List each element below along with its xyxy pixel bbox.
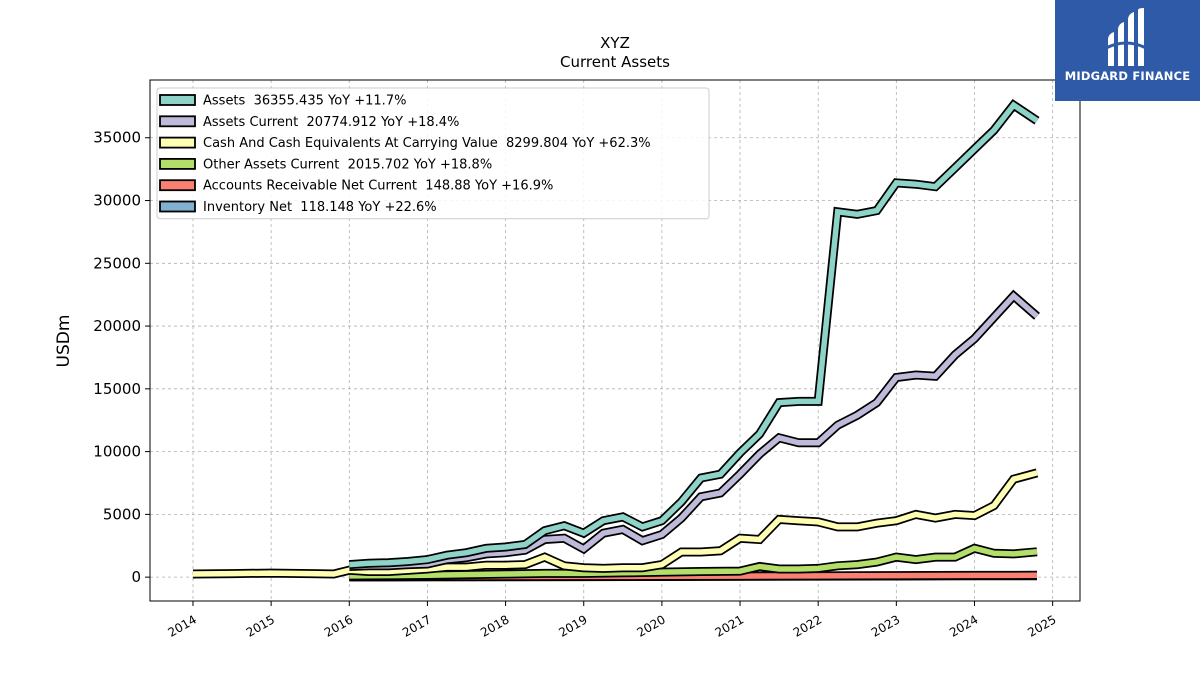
y-axis-label: USDm <box>54 315 74 368</box>
x-tick-label: 2020 <box>634 612 667 639</box>
brand-logo-icon <box>1105 8 1147 66</box>
y-tick-label: 30000 <box>93 192 141 210</box>
series-outline <box>349 289 1040 571</box>
y-tick-label: 10000 <box>93 443 141 461</box>
legend-entry: Accounts Receivable Net Current 148.88 Y… <box>203 179 553 194</box>
y-tick-label: 20000 <box>93 317 141 335</box>
series-line <box>349 545 1038 579</box>
y-tick-label: 15000 <box>93 380 141 398</box>
series-line <box>192 470 1038 577</box>
series-line <box>349 101 1039 568</box>
legend: Assets 36355.435 YoY +11.7% Assets Curren… <box>156 87 710 220</box>
y-tick-label: 25000 <box>93 254 141 272</box>
x-tick-label: 2018 <box>478 612 511 639</box>
x-tick-label: 2024 <box>947 612 980 639</box>
x-tick-label: 2015 <box>244 612 277 639</box>
legend-box <box>156 87 710 220</box>
y-tick-label: 35000 <box>93 129 141 147</box>
legend-entry: Assets Current 20774.912 YoY +18.4% <box>203 115 459 130</box>
legend-swatch <box>159 94 196 106</box>
legend-entry: Cash And Cash Equivalents At Carrying Va… <box>203 136 651 151</box>
y-tick-label: 5000 <box>103 505 141 523</box>
x-tick-label: 2022 <box>791 612 824 639</box>
legend-swatch <box>159 200 196 213</box>
legend-swatch <box>159 179 196 192</box>
x-tick-label: 2017 <box>400 612 433 639</box>
plot-frame <box>149 79 1081 602</box>
x-tick-label: 2016 <box>322 612 355 639</box>
legend-entry: Other Assets Current 2015.702 YoY +18.8% <box>203 157 492 172</box>
x-tick-label: 2019 <box>556 612 589 639</box>
y-tick-label: 0 <box>131 568 141 586</box>
legend-swatch <box>159 157 196 170</box>
chart-title: XYZ <box>600 34 630 52</box>
chart-subtitle: Current Assets <box>560 53 670 71</box>
legend-entry: Assets 36355.435 YoY +11.7% <box>203 94 406 109</box>
brand-name: MIDGARD FINANCE <box>1064 69 1191 83</box>
x-tick-label: 2021 <box>713 612 746 639</box>
x-tick-label: 2025 <box>1025 612 1058 639</box>
series-line <box>349 292 1039 570</box>
x-tick-label: 2014 <box>166 612 199 639</box>
legend-entry: Inventory Net 118.148 YoY +22.6% <box>203 200 437 215</box>
legend-swatch <box>159 136 196 149</box>
brand-logo-panel <box>1055 0 1200 101</box>
legend-swatch <box>159 115 196 128</box>
x-tick-label: 2023 <box>869 612 902 639</box>
series-lines <box>192 99 1040 582</box>
